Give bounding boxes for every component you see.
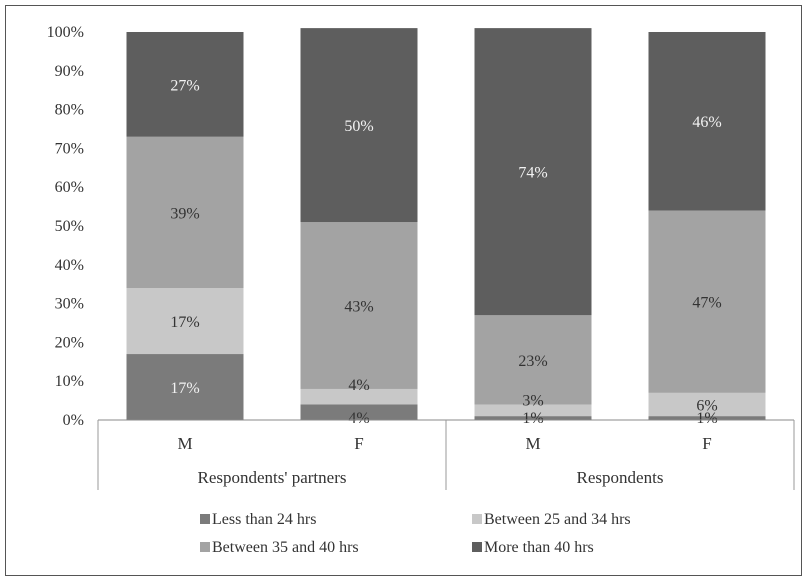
category-label: M: [525, 434, 540, 453]
data-label: 6%: [696, 397, 717, 414]
x-axis: M F M F Respondents' partners Respondents: [97, 419, 795, 490]
legend-swatch: [200, 542, 210, 552]
data-label: 39%: [170, 205, 199, 222]
y-tick-label: 50%: [55, 218, 84, 235]
y-tick-label: 20%: [55, 334, 84, 351]
group-label: Respondents: [577, 468, 664, 487]
bar-segment: [126, 354, 244, 420]
y-tick-label: 80%: [55, 102, 84, 119]
bar-segment: [126, 32, 244, 137]
data-label: 47%: [692, 295, 721, 312]
bar-segment: [474, 315, 592, 405]
y-tick-label: 40%: [55, 257, 84, 274]
data-label: 4%: [348, 377, 369, 394]
bars: 17%17%39%27%4%4%43%50%1%3%23%74%1%6%47%4…: [126, 28, 766, 427]
legend-swatch: [200, 514, 210, 524]
data-label: 50%: [344, 118, 373, 135]
data-label: 27%: [170, 77, 199, 94]
data-label: 17%: [170, 314, 199, 331]
bar-segment: [126, 288, 244, 355]
bar-segment: [648, 392, 766, 417]
category-label: M: [177, 434, 192, 453]
data-label: 46%: [692, 114, 721, 131]
y-tick-label: 0%: [63, 412, 84, 429]
y-tick-label: 90%: [55, 63, 84, 80]
legend-swatch: [472, 542, 482, 552]
y-tick-label: 30%: [55, 296, 84, 313]
bar-segment: [648, 416, 766, 420]
data-label: 74%: [518, 165, 547, 182]
data-label: 1%: [696, 410, 717, 427]
category-label: F: [354, 434, 363, 453]
category-label: F: [702, 434, 711, 453]
bar-segment: [300, 222, 418, 389]
legend-label: Less than 24 hrs: [212, 511, 316, 528]
bar-segment: [300, 404, 418, 420]
bar-segment: [474, 416, 592, 420]
y-tick-label: 70%: [55, 140, 84, 157]
y-tick-label: 10%: [55, 373, 84, 390]
bar-segment: [300, 388, 418, 405]
data-label: 17%: [170, 380, 199, 397]
legend: Less than 24 hrs Between 25 and 34 hrs Bet…: [200, 511, 631, 556]
y-axis: 0% 10% 20% 30% 40% 50% 60% 70% 80% 90% 100%: [47, 24, 84, 429]
data-label: 1%: [522, 410, 543, 427]
data-label: 43%: [344, 299, 373, 316]
bar-segment: [474, 28, 592, 316]
data-label: 23%: [518, 353, 547, 370]
bar-segment: [126, 136, 244, 289]
data-label: 4%: [348, 410, 369, 427]
legend-label: More than 40 hrs: [484, 539, 594, 556]
data-label: 3%: [522, 392, 543, 409]
bar-segment: [474, 404, 592, 417]
legend-swatch: [472, 514, 482, 524]
y-tick-label: 60%: [55, 179, 84, 196]
legend-label: Between 35 and 40 hrs: [212, 539, 359, 556]
bar-segment: [648, 210, 766, 393]
bar-segment: [300, 28, 418, 223]
y-tick-label: 100%: [47, 24, 84, 41]
bar-segment: [648, 32, 766, 211]
legend-label: Between 25 and 34 hrs: [484, 511, 631, 528]
group-label: Respondents' partners: [198, 468, 347, 487]
